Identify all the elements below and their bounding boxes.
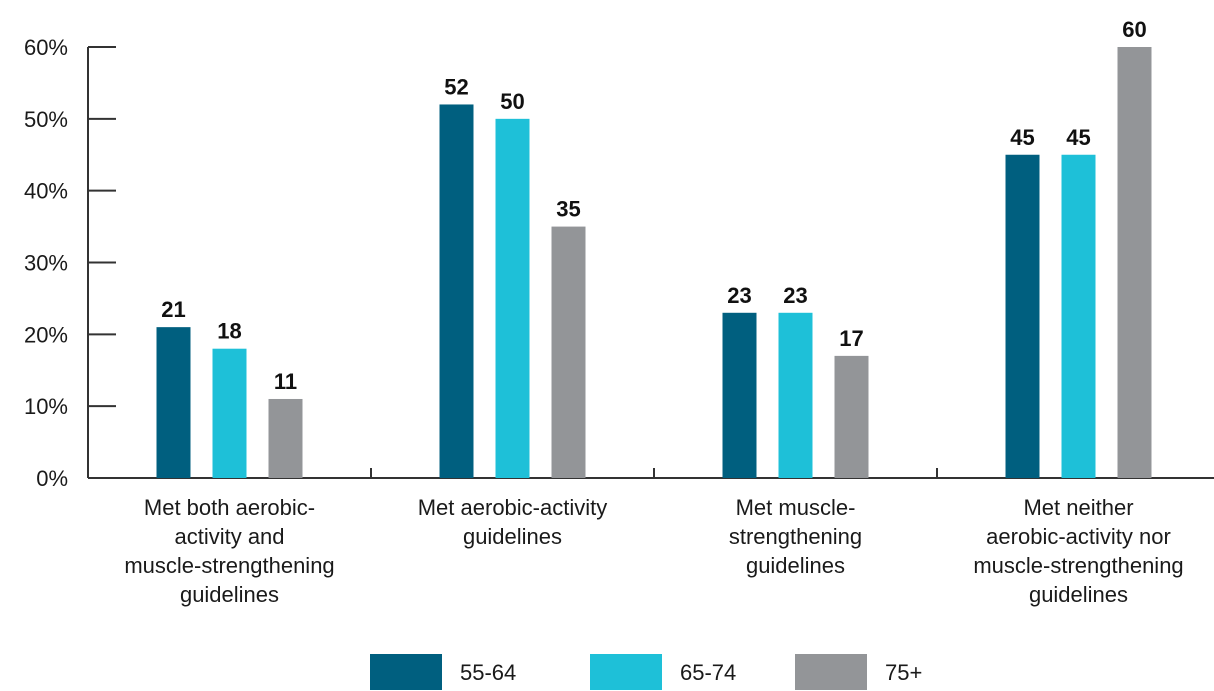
category-label-line: guidelines [180, 582, 279, 607]
x-axis [88, 468, 1214, 479]
legend-label: 55-64 [460, 660, 516, 685]
category-labels-group: Met both aerobic-activity and muscle-stre… [124, 495, 1183, 607]
legend-item: 55-64 [370, 654, 516, 690]
category-label-line: muscle-strengthening [124, 553, 334, 578]
data-label: 18 [217, 319, 241, 344]
bar [722, 312, 757, 478]
legend-label: 65-74 [680, 660, 736, 685]
bar [156, 327, 191, 478]
category-label-line: Met neither [1023, 495, 1133, 520]
category-label-line: Met muscle- [736, 495, 856, 520]
category-label-line: aerobic-activity nor [986, 524, 1171, 549]
data-label: 45 [1066, 125, 1090, 150]
category-label-line: Met both aerobic- [144, 495, 315, 520]
data-label: 35 [556, 197, 580, 222]
category-label-line: strengthening [729, 524, 862, 549]
legend-swatch [370, 654, 442, 690]
category-label: Met both aerobic-activity and muscle-stre… [124, 495, 334, 607]
legend-item: 65-74 [590, 654, 736, 690]
y-tick-label: 30% [24, 251, 68, 276]
y-tick-label: 60% [24, 35, 68, 60]
category-label-line: guidelines [1029, 582, 1128, 607]
category-label: Met muscle-strengthening guidelines [729, 495, 862, 578]
category-label: Met aerobic-activity guidelines [418, 495, 608, 549]
legend: 55-64 65-74 75+ [370, 654, 922, 690]
y-tick-label: 50% [24, 107, 68, 132]
bar [495, 118, 530, 478]
y-tick-label: 0% [36, 466, 68, 491]
data-label: 21 [161, 297, 185, 322]
y-tick-label: 20% [24, 322, 68, 347]
category-label-line: guidelines [463, 524, 562, 549]
category-label-line: Met aerobic-activity [418, 495, 608, 520]
data-label: 60 [1122, 17, 1146, 42]
y-tick-label: 40% [24, 179, 68, 204]
legend-swatch [795, 654, 867, 690]
bar [778, 312, 813, 478]
data-label: 23 [783, 283, 807, 308]
bar [551, 226, 586, 478]
legend-label: 75+ [885, 660, 922, 685]
category-label-line: muscle-strengthening [973, 553, 1183, 578]
bar [1117, 47, 1152, 478]
bar [1005, 154, 1040, 478]
legend-item: 75+ [795, 654, 922, 690]
y-axis: 0% 10% 20% 30% 40% 50% 60% [24, 35, 116, 491]
bar [268, 398, 303, 478]
bars-group [156, 47, 1152, 478]
category-label: Met neither aerobic-activity nor muscle-st… [973, 495, 1183, 607]
data-label: 52 [444, 74, 468, 99]
legend-swatch [590, 654, 662, 690]
bar [1061, 154, 1096, 478]
bar [834, 355, 869, 478]
data-label: 17 [839, 326, 863, 351]
category-label-line: guidelines [746, 553, 845, 578]
data-label: 11 [274, 369, 297, 394]
data-label: 50 [500, 89, 524, 114]
data-label: 23 [727, 283, 751, 308]
category-label-line: activity and [174, 524, 284, 549]
y-tick-label: 10% [24, 394, 68, 419]
data-label: 45 [1010, 125, 1034, 150]
data-labels-group: 21 18 11 52 50 35 23 23 17 45 45 60 [161, 17, 1146, 394]
bar [439, 104, 474, 478]
bar [212, 348, 247, 478]
